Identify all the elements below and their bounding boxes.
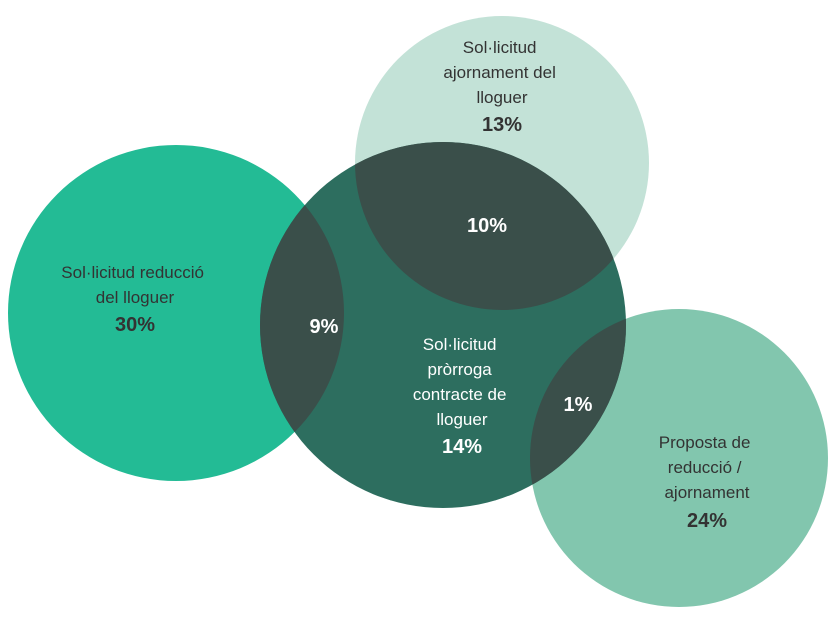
label-prorroga: Sol·licitud pròrroga contracte de llogue… <box>413 335 511 429</box>
value-reduccio: 30% <box>115 314 155 336</box>
value-overlap-reduccio-prorroga: 9% <box>310 316 339 338</box>
value-ajornament: 13% <box>482 114 522 136</box>
label-ajornament: Sol·licitud ajornament del lloguer <box>443 38 560 107</box>
overlap-prorroga-proposta <box>530 309 626 508</box>
label-proposta: Proposta de reducció / ajornament <box>659 433 755 502</box>
overlap-ajornament-prorroga <box>355 142 626 310</box>
value-proposta: 24% <box>687 510 727 532</box>
value-overlap-prorroga-proposta: 1% <box>564 394 593 416</box>
circle-reduccio <box>8 145 344 481</box>
value-prorroga: 14% <box>442 436 482 458</box>
value-overlap-ajornament-prorroga: 10% <box>467 215 507 237</box>
label-reduccio: Sol·licitud reducció del lloguer <box>61 263 208 307</box>
